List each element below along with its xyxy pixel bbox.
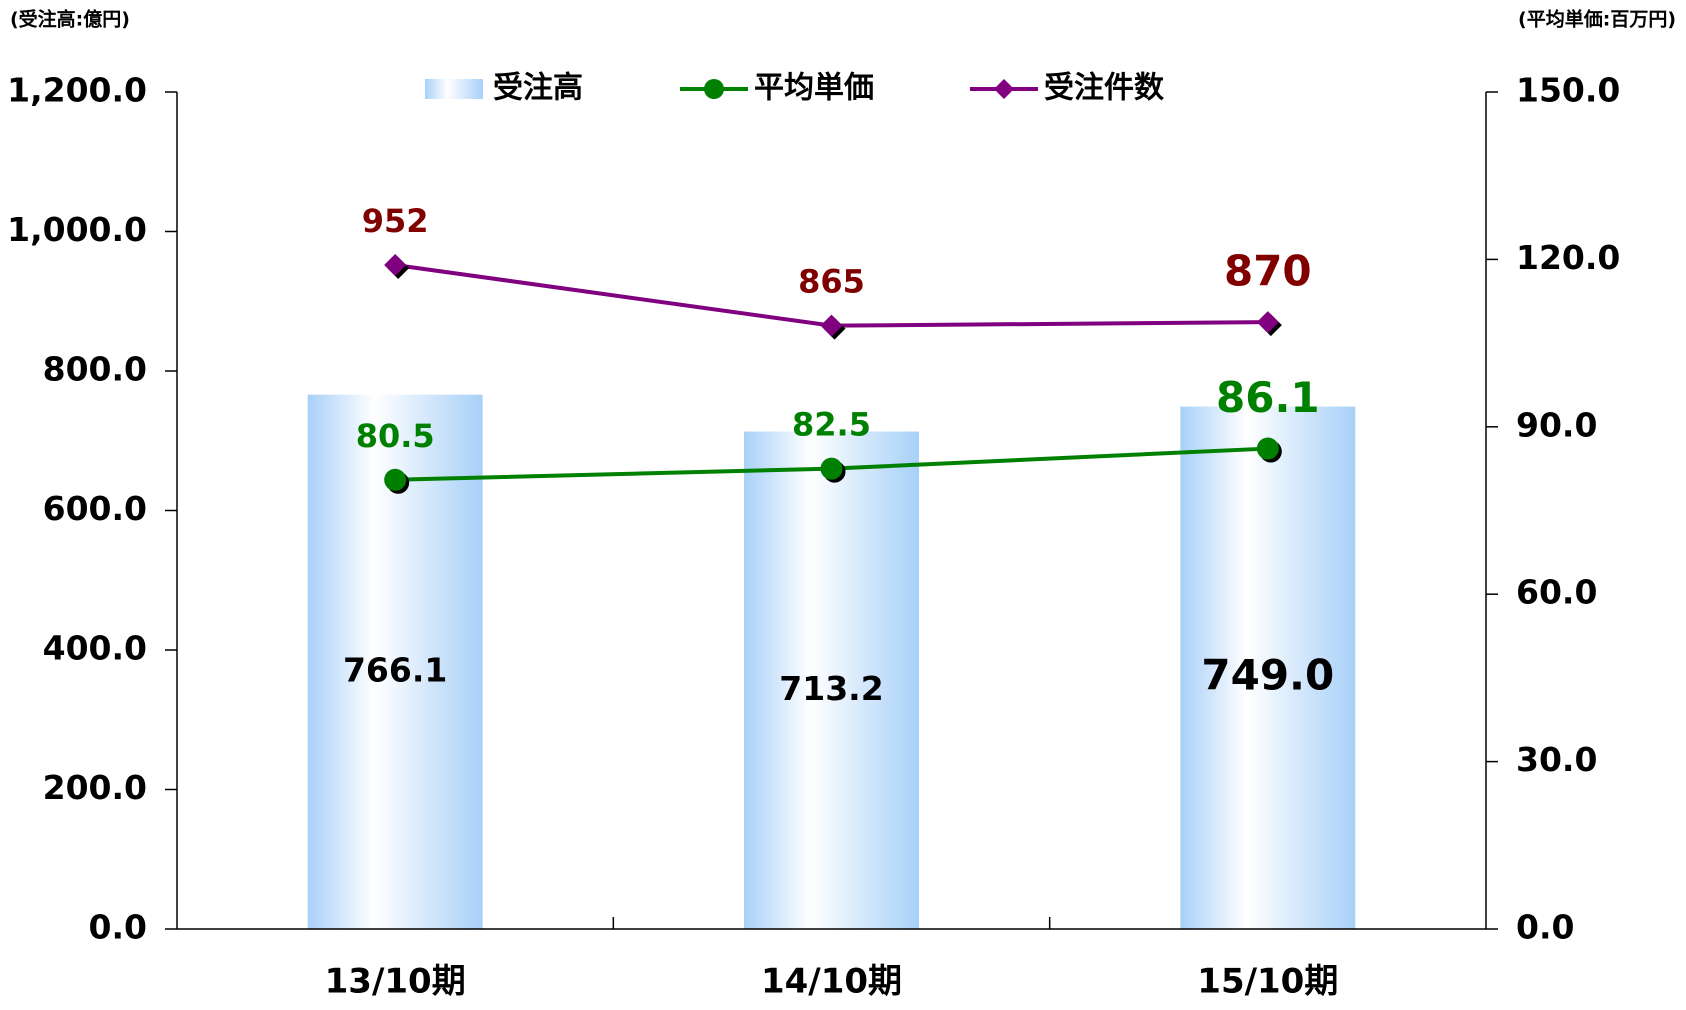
y2-axis-label: (平均単価:百万円) — [1518, 8, 1676, 31]
legend-label: 受注高 — [493, 71, 583, 106]
bar-value-label: 713.2 — [779, 669, 883, 708]
point-marker — [820, 457, 843, 480]
y2-tick-label: 30.0 — [1516, 740, 1597, 779]
point-value-label: 82.5 — [792, 406, 871, 444]
y-tick-label: 600.0 — [43, 489, 147, 528]
legend-label: 平均単価 — [754, 71, 874, 106]
bar-value-label: 749.0 — [1201, 650, 1334, 699]
legend-marker — [994, 79, 1014, 99]
x-tick-label: 14/10期 — [761, 962, 902, 1002]
y-tick-label: 200.0 — [43, 768, 147, 807]
y-axis-label: (受注高:億円) — [10, 8, 130, 31]
y-tick-label: 1,200.0 — [7, 71, 147, 110]
y2-tick-label: 120.0 — [1516, 238, 1620, 277]
y2-tick-label: 60.0 — [1516, 573, 1597, 612]
y-tick-label: 0.0 — [89, 908, 147, 947]
y-tick-label: 1,000.0 — [7, 210, 147, 249]
x-tick-label: 15/10期 — [1197, 962, 1338, 1002]
y-tick-label: 800.0 — [43, 350, 147, 389]
y2-tick-label: 150.0 — [1516, 71, 1620, 110]
point-value-label: 86.1 — [1216, 373, 1320, 422]
y2-tick-label: 90.0 — [1516, 405, 1597, 444]
point-value-label: 952 — [362, 202, 429, 240]
legend-label: 受注件数 — [1044, 71, 1165, 106]
point-value-label: 870 — [1224, 247, 1312, 296]
bar — [744, 431, 919, 929]
point-marker — [384, 253, 407, 276]
bar-value-label: 766.1 — [343, 650, 447, 689]
point-value-label: 80.5 — [356, 417, 435, 455]
point-value-label: 865 — [798, 263, 865, 301]
point-marker — [1256, 437, 1279, 460]
bar — [1180, 406, 1356, 929]
x-tick-label: 13/10期 — [325, 962, 466, 1002]
point-marker — [1256, 311, 1279, 334]
point-marker — [384, 468, 407, 491]
point-marker — [820, 314, 843, 337]
y-tick-label: 400.0 — [43, 629, 147, 668]
legend-swatch — [425, 79, 483, 99]
y2-tick-label: 0.0 — [1516, 908, 1574, 947]
legend-marker — [704, 79, 724, 99]
